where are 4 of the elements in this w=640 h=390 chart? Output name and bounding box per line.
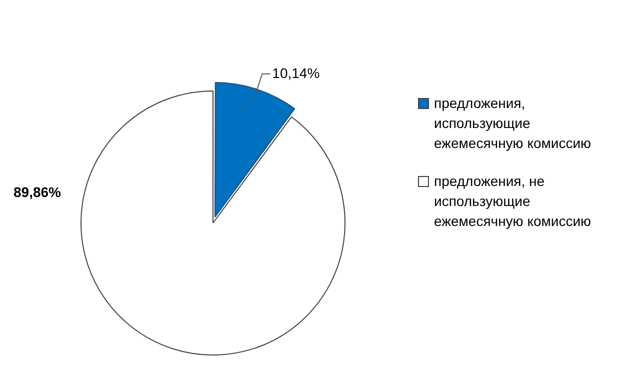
data-label: 89,86% bbox=[14, 184, 62, 200]
legend-label: предложения, не использующие ежемесячную комиссию bbox=[434, 172, 592, 231]
data-label: 10,14% bbox=[272, 64, 320, 81]
legend-label: предложения, использующие ежемесячную комиссию bbox=[434, 94, 592, 153]
